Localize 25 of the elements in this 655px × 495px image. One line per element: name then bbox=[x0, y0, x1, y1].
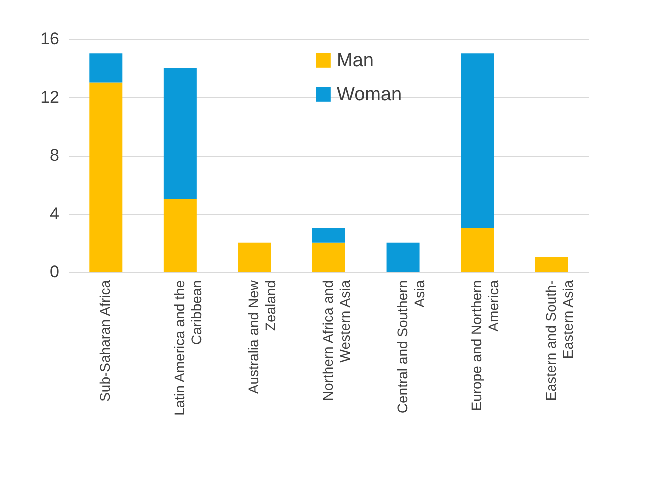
bar bbox=[238, 242, 272, 272]
x-tick-label: Central and Southern Asia bbox=[394, 280, 428, 414]
bar bbox=[90, 54, 123, 83]
bar bbox=[461, 54, 494, 228]
bar bbox=[386, 242, 420, 272]
x-tick-label: Sub-Saharan Africa bbox=[97, 280, 114, 402]
bar bbox=[164, 199, 197, 272]
x-tick-label: Eastern and South-Eastern Asia bbox=[542, 280, 576, 402]
legend-label: Man bbox=[337, 50, 374, 72]
bar bbox=[90, 82, 123, 272]
bar bbox=[535, 257, 568, 272]
legend-label: Woman bbox=[337, 84, 402, 106]
x-tick-label: Northern Africa and Western Asia bbox=[320, 280, 353, 402]
x-tick-label: Australia and New Zealand bbox=[246, 280, 279, 394]
y-tick-label: 4 bbox=[50, 204, 60, 224]
x-tick-label: Europe and Northern America bbox=[468, 280, 502, 412]
y-tick-label: 8 bbox=[50, 146, 60, 165]
y-tick-label: 0 bbox=[50, 262, 60, 282]
bar bbox=[461, 228, 494, 272]
bar bbox=[164, 68, 197, 200]
y-tick-label: 12 bbox=[40, 88, 60, 107]
bar bbox=[312, 228, 346, 243]
y-tick-label: 16 bbox=[40, 30, 60, 48]
bar bbox=[312, 242, 346, 272]
x-tick-label: Latin America and the Caribbean bbox=[171, 280, 204, 416]
